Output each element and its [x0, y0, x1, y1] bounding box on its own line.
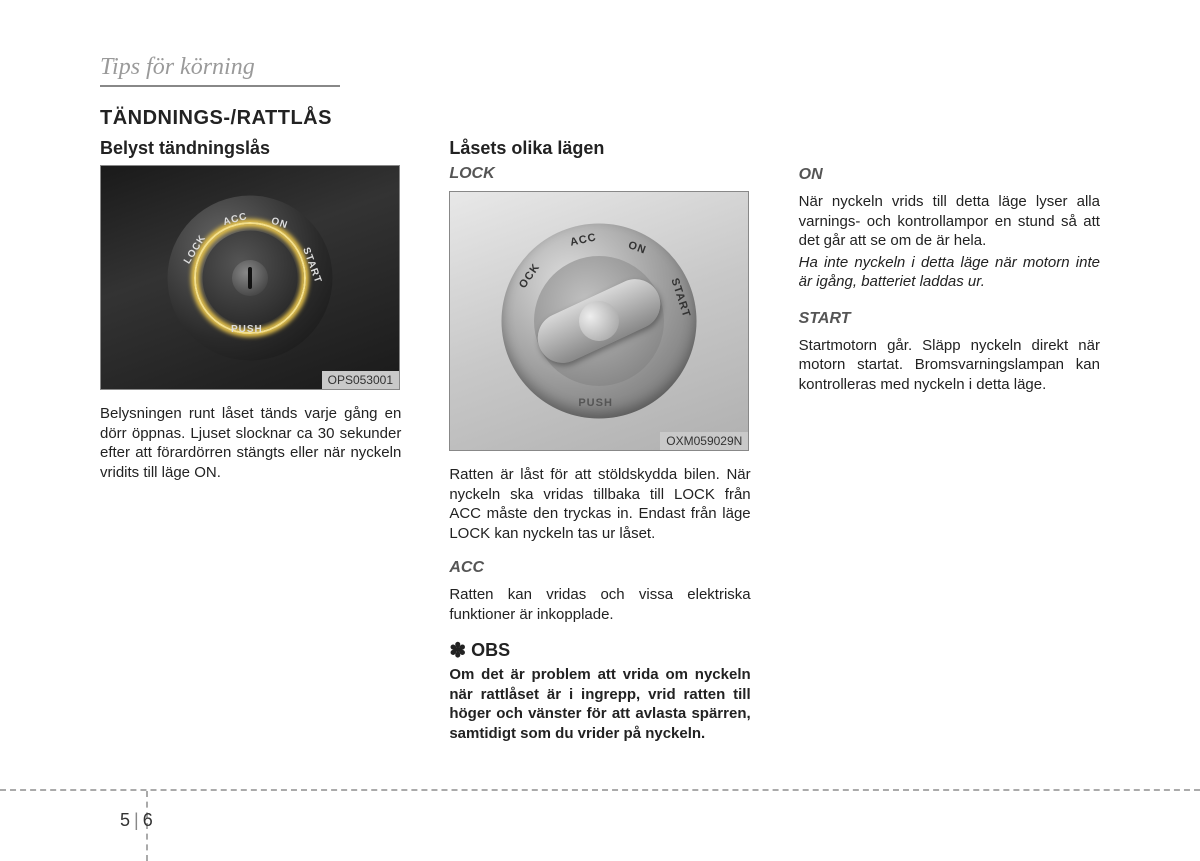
obs-heading: ✽ OBS: [449, 638, 750, 663]
page-title: TÄNDNINGS-/RATTLÅS: [100, 107, 1100, 130]
figure-caption-1: OPS053001: [322, 371, 399, 389]
on-body: När nyckeln vrids till detta läge lyser …: [799, 192, 1100, 251]
start-body: Startmotorn går. Släpp nyckeln direkt nä…: [799, 336, 1100, 395]
acc-body: Ratten kan vridas och vissa elektriska f…: [449, 585, 750, 624]
column-2: Låsets olika lägen LOCK OCK ACC ON START…: [449, 138, 750, 743]
footer-dashed-line: [0, 789, 1200, 791]
column-1: Belyst tändningslås LOCK ACC ON START PU…: [100, 138, 401, 743]
label-push: PUSH: [231, 324, 263, 335]
col1-body: Belysningen runt låset tänds varje gång …: [100, 404, 401, 482]
obs-star-icon: ✽: [449, 640, 466, 662]
col1-subtitle: Belyst tändningslås: [100, 138, 401, 159]
col2-subtitle: Låsets olika lägen: [449, 138, 750, 159]
label2-push: PUSH: [578, 397, 613, 409]
acc-heading: ACC: [449, 559, 750, 577]
figure-caption-2: OXM059029N: [660, 432, 748, 450]
page-number: 5|6: [120, 810, 153, 831]
keyslot-icon: [232, 260, 268, 296]
obs-label: OBS: [471, 640, 510, 660]
lock-heading: LOCK: [449, 165, 750, 183]
page-left: 5: [120, 810, 130, 830]
figure-ignition-positions: OCK ACC ON START PUSH OXM059029N: [449, 191, 749, 451]
on-italic-note: Ha inte nyckeln i detta läge när motorn …: [799, 253, 1100, 292]
on-heading: ON: [799, 166, 1100, 184]
start-heading: START: [799, 310, 1100, 328]
page-divider: |: [134, 810, 139, 830]
column-3: ON När nyckeln vrids till detta läge lys…: [799, 138, 1100, 743]
lock-body: Ratten är låst för att stöldskydda bilen…: [449, 465, 750, 543]
figure-ignition-illuminated: LOCK ACC ON START PUSH OPS053001: [100, 165, 400, 390]
page-right: 6: [143, 810, 153, 830]
section-header: Tips för körning: [100, 54, 340, 87]
obs-body: Om det är problem att vrida om nyckeln n…: [449, 665, 750, 743]
